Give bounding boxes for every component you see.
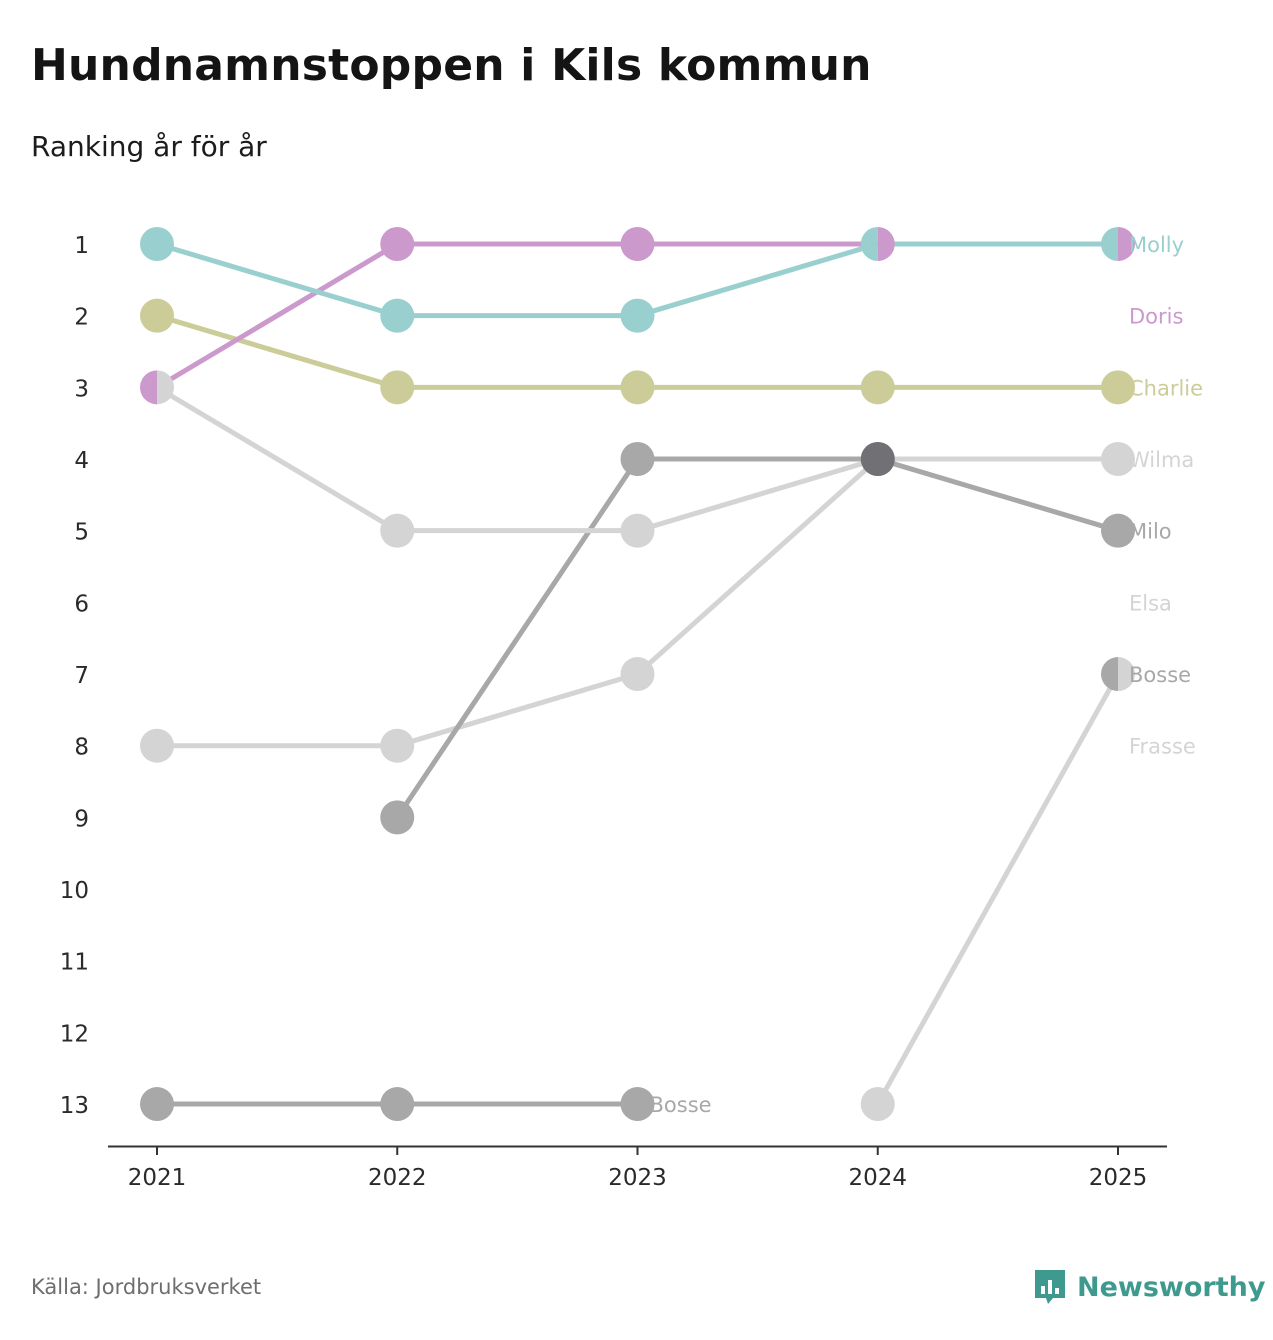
point-charlie-2023[interactable]	[620, 370, 655, 405]
x-tick-label-2025: 2025	[1089, 1165, 1148, 1191]
brand-logo[interactable]: Newsworthy	[1033, 1268, 1265, 1306]
series-label-molly: Molly	[1129, 233, 1184, 257]
point-wilma-2025[interactable]	[1101, 442, 1135, 477]
series-label-doris: Doris	[1129, 305, 1183, 329]
x-tick-label-2022: 2022	[368, 1165, 427, 1191]
point-molly-2022[interactable]	[380, 298, 415, 333]
point-elsa-2021[interactable]	[140, 728, 174, 763]
point-bosse-2022[interactable]	[380, 1087, 415, 1122]
y-tick-label-5: 5	[74, 520, 89, 546]
point-doris-2022[interactable]	[380, 227, 415, 261]
point-wilma-2021[interactable]	[157, 370, 174, 405]
y-tick-label-10: 10	[60, 878, 89, 904]
point-charlie-2025[interactable]	[1101, 370, 1135, 405]
point-doris-2021[interactable]	[140, 370, 157, 405]
annotation-bosse: Bosse	[650, 1093, 712, 1117]
point-wilma-2022[interactable]	[380, 513, 415, 548]
brand-name: Newsworthy	[1077, 1271, 1266, 1303]
chart-subtitle: Ranking år för år	[31, 130, 267, 163]
series-label-wilma: Wilma	[1129, 448, 1194, 472]
point-charlie-2021[interactable]	[140, 298, 174, 333]
series-labels: Molly Doris Charlie Wilma Milo Elsa Bosse Frass…	[650, 233, 1204, 1117]
x-tick-label-2024: 2024	[848, 1165, 907, 1191]
y-tick-label-1: 1	[74, 233, 89, 259]
point-milo-2022[interactable]	[380, 800, 415, 835]
series-label-milo: Milo	[1129, 520, 1172, 544]
point-frasse-2025[interactable]	[1118, 657, 1135, 692]
y-tick-label-4: 4	[74, 448, 89, 474]
point-wilma-2023[interactable]	[620, 513, 655, 548]
point-frasse-2024[interactable]	[860, 1087, 895, 1122]
y-tick-label-11: 11	[60, 950, 89, 976]
series-line-milo	[394, 456, 1121, 820]
highlight-point-2024-4[interactable]	[860, 442, 895, 477]
y-tick-label-3: 3	[74, 376, 89, 402]
y-tick-label-7: 7	[74, 663, 89, 689]
point-molly-2023[interactable]	[620, 298, 655, 333]
series-line-frasse	[875, 671, 1121, 1107]
y-tick-label-13: 13	[60, 1093, 89, 1119]
bar-chart-speech-bubble-icon	[1035, 1270, 1065, 1304]
point-molly-2024[interactable]	[860, 227, 878, 261]
y-tick-label-8: 8	[74, 735, 89, 761]
point-bosse-2021[interactable]	[140, 1087, 174, 1122]
point-charlie-2024[interactable]	[860, 370, 895, 405]
y-tick-label-2: 2	[74, 305, 89, 331]
source-note: Källa: Jordbruksverket	[31, 1275, 262, 1299]
point-doris-2025[interactable]	[1118, 227, 1135, 261]
point-molly-2021[interactable]	[140, 227, 174, 261]
x-tick-label-2021: 2021	[128, 1165, 187, 1191]
point-doris-2023[interactable]	[620, 227, 655, 261]
series-label-charlie: Charlie	[1129, 376, 1203, 400]
point-doris-2024[interactable]	[877, 227, 895, 261]
chart-title: Hundnamnstoppen i Kils kommun	[31, 40, 872, 91]
point-bosse-2025[interactable]	[1101, 657, 1118, 692]
y-tick-label-6: 6	[74, 591, 89, 617]
y-tick-label-12: 12	[60, 1021, 89, 1047]
point-elsa-2023[interactable]	[620, 657, 655, 692]
series-points	[140, 227, 1135, 1122]
point-milo-2023[interactable]	[620, 442, 655, 477]
series-label-bosse: Bosse	[1129, 663, 1191, 687]
point-milo-2025[interactable]	[1101, 513, 1135, 548]
x-tick-label-2023: 2023	[608, 1165, 667, 1191]
point-charlie-2022[interactable]	[380, 370, 415, 405]
point-elsa-2022[interactable]	[380, 728, 415, 763]
point-molly-2025[interactable]	[1101, 227, 1118, 261]
series-label-elsa: Elsa	[1129, 591, 1172, 615]
series-line-elsa	[154, 456, 881, 749]
point-bosse-2023[interactable]	[620, 1087, 655, 1122]
series-label-frasse: Frasse	[1129, 735, 1196, 759]
y-tick-label-9: 9	[74, 806, 89, 832]
